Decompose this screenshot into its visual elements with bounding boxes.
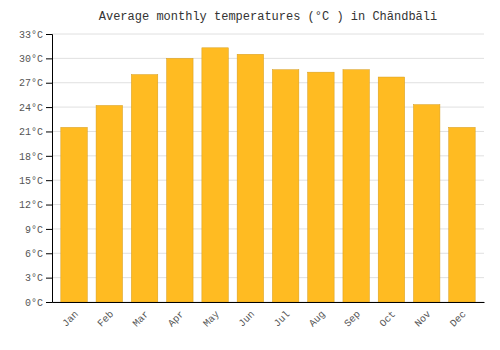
y-tick-label: 3°C (25, 273, 43, 284)
x-tick-label: Dec (448, 309, 469, 330)
y-tick-label: 12°C (19, 200, 43, 211)
y-tick: 9°C (25, 225, 52, 236)
y-tick-label: 18°C (19, 152, 43, 163)
bar (378, 77, 404, 302)
x-tick: Jan (60, 309, 81, 330)
y-tick-mark (46, 156, 52, 157)
x-tick: Nov (413, 309, 434, 330)
bar (131, 75, 157, 302)
x-tick-label: Jul (272, 309, 293, 330)
bar (449, 127, 475, 302)
x-axis-line (53, 302, 485, 303)
bar (167, 58, 193, 302)
y-tick: 18°C (19, 152, 52, 163)
y-tick-label: 21°C (19, 127, 43, 138)
y-tick: 21°C (19, 127, 52, 138)
y-tick-mark (46, 229, 52, 230)
bar (272, 70, 298, 302)
y-tick-mark (46, 34, 52, 35)
y-tick-mark (46, 180, 52, 181)
x-tick-label: Apr (166, 309, 187, 330)
y-tick-mark (46, 58, 52, 59)
y-tick-mark (46, 205, 52, 206)
y-tick: 3°C (25, 273, 52, 284)
x-tick: Apr (166, 309, 187, 330)
chart: 0°C 3°C 6°C 9°C 12°C 15°C 18°C 21°C 24°C 27°C 30°C… (0, 0, 500, 350)
bar (237, 54, 263, 302)
x-tick: Jul (272, 309, 293, 330)
bars (61, 48, 475, 302)
x-tick-label: May (201, 309, 222, 330)
x-tick-label: Feb (96, 309, 117, 330)
title: Average monthly temperatures (°C ) in Ch… (99, 10, 437, 24)
y-tick-mark (46, 83, 52, 84)
bar (343, 70, 369, 302)
y-tick: 15°C (19, 176, 52, 187)
y-tick: 12°C (19, 200, 52, 211)
y-tick-label: 33°C (19, 30, 43, 41)
x-tick-label: Sep (342, 309, 363, 330)
y-tick: 27°C (19, 78, 52, 89)
y-axis: 0°C 3°C 6°C 9°C 12°C 15°C 18°C 21°C 24°C 27°C 30°C… (19, 30, 53, 309)
y-axis-line (46, 35, 53, 303)
y-tick: 0°C (25, 298, 52, 309)
grid (52, 34, 484, 302)
bar (413, 105, 439, 302)
plot: 0°C 3°C 6°C 9°C 12°C 15°C 18°C 21°C 24°C 27°C 30°C… (19, 30, 485, 330)
x-tick: May (201, 309, 222, 330)
x-tick-label: Jun (237, 309, 258, 330)
grid-line (52, 34, 484, 35)
y-tick-label: 0°C (25, 298, 43, 309)
bar (96, 105, 122, 302)
y-tick: 24°C (19, 103, 52, 114)
x-tick-label: Nov (413, 309, 434, 330)
x-tick-label: Mar (131, 309, 152, 330)
y-tick-mark (46, 278, 52, 279)
y-tick-mark (46, 302, 52, 303)
x-tick: Mar (131, 309, 152, 330)
y-tick-mark (46, 107, 52, 108)
y-tick-label: 24°C (19, 103, 43, 114)
x-tick-label: Jan (60, 309, 81, 330)
y-tick-label: 6°C (25, 249, 43, 260)
x-tick-label: Aug (307, 309, 328, 330)
y-tick-label: 30°C (19, 54, 43, 65)
bar (308, 72, 334, 302)
y-tick-mark (46, 131, 52, 132)
x-tick: Aug (307, 309, 328, 330)
y-tick-mark (46, 253, 52, 254)
y-tick-label: 9°C (25, 225, 43, 236)
bar (202, 48, 228, 302)
y-tick: 30°C (19, 54, 52, 65)
y-tick-label: 27°C (19, 78, 43, 89)
x-tick: Oct (378, 309, 399, 330)
y-tick: 33°C (19, 30, 52, 41)
x-tick: Feb (96, 309, 117, 330)
grid-line (52, 58, 484, 59)
x-tick: Dec (448, 309, 469, 330)
x-tick-label: Oct (378, 309, 399, 330)
x-tick: Jun (237, 309, 258, 330)
grid-line (52, 82, 484, 83)
x-tick: Sep (342, 309, 363, 330)
y-tick-label: 15°C (19, 176, 43, 187)
x-axis: Jan Feb Mar Apr May Jun Jul Aug Sep Oct Nov Dec (53, 303, 485, 330)
bar (61, 127, 87, 302)
y-tick: 6°C (25, 249, 52, 260)
